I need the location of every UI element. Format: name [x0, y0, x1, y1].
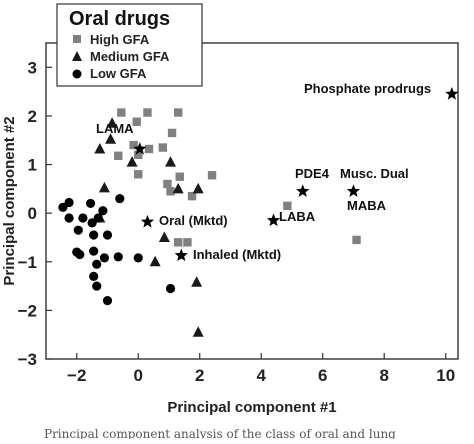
legend-label-high: High GFA	[90, 32, 150, 47]
medium-gfa-point	[192, 326, 204, 337]
low-gfa-point	[64, 213, 74, 223]
high-gfa-point	[134, 150, 143, 160]
y-tick-label: −1	[18, 253, 37, 272]
reference-star-point	[140, 214, 155, 228]
high-gfa-point	[187, 191, 197, 201]
y-axis-title: Principal component #2	[1, 116, 18, 285]
x-tick-label: 10	[436, 366, 455, 385]
y-tick-label: 0	[28, 204, 37, 223]
x-tick-label: 2	[195, 366, 204, 385]
annotation-oral-mktd: Oral (Mktd)	[159, 213, 228, 228]
x-tick-label: 6	[318, 366, 327, 385]
legend-square-marker	[73, 35, 81, 43]
high-gfa-point	[167, 128, 177, 138]
high-gfa-point	[175, 172, 184, 181]
high-gfa-point	[158, 143, 168, 152]
medium-gfa-point	[106, 117, 118, 128]
high-gfa-point	[143, 108, 152, 117]
low-gfa-point	[89, 230, 99, 240]
low-gfa-point	[58, 202, 68, 212]
medium-gfa-point	[126, 156, 138, 167]
low-gfa-point	[133, 253, 143, 263]
medium-gfa-point	[172, 182, 184, 194]
high-gfa-point	[144, 144, 154, 154]
y-tick-label: −2	[18, 301, 37, 320]
low-gfa-point	[102, 230, 113, 240]
medium-gfa-point	[192, 182, 204, 194]
legend-triangle-marker	[72, 51, 82, 61]
reference-star-point	[174, 248, 188, 262]
medium-gfa-point	[165, 156, 177, 167]
legend: Oral drugs High GFA Medium GFA Low GFA	[56, 3, 203, 87]
x-tick-label: 4	[256, 366, 266, 385]
low-gfa-point	[87, 218, 97, 228]
reference-star-point	[445, 87, 459, 100]
high-gfa-point	[117, 108, 126, 117]
high-gfa-point	[174, 108, 183, 117]
high-gfa-point	[114, 151, 123, 160]
plot-frame	[45, 42, 459, 360]
medium-gfa-point	[94, 142, 106, 154]
x-axis-title: Principal component #1	[167, 399, 336, 416]
high-gfa-point	[183, 238, 192, 247]
high-gfa-point	[207, 171, 217, 180]
legend-circle-marker	[72, 69, 82, 79]
medium-gfa-point	[149, 255, 161, 267]
annotation-laba: LABA	[279, 209, 316, 224]
x-tick-label: 8	[379, 366, 388, 385]
annotation-pde4: PDE4	[295, 166, 330, 181]
high-gfa-point	[129, 140, 138, 150]
y-tick-label: 1	[28, 156, 37, 175]
y-tick-label: −3	[18, 350, 37, 369]
reference-star-point	[346, 184, 361, 197]
high-gfa-point	[352, 235, 361, 245]
annotation-maba: MABA	[347, 198, 387, 213]
reference-star-point	[296, 184, 310, 197]
x-tick-label: 0	[134, 366, 143, 385]
legend-label-low: Low GFA	[90, 66, 147, 81]
y-tick-label: 3	[28, 58, 37, 77]
low-gfa-point	[73, 225, 83, 235]
x-tick-label: −2	[67, 366, 86, 385]
legend-label-medium: Medium GFA	[90, 49, 170, 64]
reference-star-point	[133, 141, 147, 155]
low-gfa-point	[89, 271, 99, 281]
low-gfa-point	[93, 213, 103, 223]
low-gfa-point	[78, 213, 88, 223]
high-gfa-point	[163, 179, 172, 189]
low-gfa-point	[98, 206, 108, 216]
low-gfa-point	[113, 252, 123, 262]
high-gfa-point	[134, 170, 143, 179]
annotation-lama: LAMA	[96, 121, 134, 136]
high-gfa-point	[283, 201, 292, 211]
annotation-inhaled-mktd: Inhaled (Mktd)	[193, 247, 281, 262]
figure-caption: Principal component analysis of the clas…	[44, 427, 396, 439]
low-gfa-point	[92, 259, 102, 269]
medium-gfa-point	[191, 276, 203, 287]
low-gfa-point	[92, 281, 102, 291]
legend-title: Oral drugs	[69, 8, 170, 30]
low-gfa-point	[165, 283, 176, 294]
low-gfa-point	[99, 253, 110, 263]
y-tick-label: 2	[28, 107, 37, 126]
low-gfa-point	[85, 198, 96, 209]
low-gfa-point	[102, 296, 113, 306]
high-gfa-point	[174, 238, 183, 247]
annotation-phosphate-prodrugs: Phosphate prodrugs	[304, 81, 431, 96]
high-gfa-point	[166, 187, 175, 196]
low-gfa-point	[75, 249, 85, 260]
medium-gfa-point	[98, 181, 110, 193]
annotation-musc-dual: Musc. Dual	[340, 166, 409, 181]
reference-star-point	[266, 213, 281, 227]
medium-gfa-point	[105, 133, 117, 144]
high-gfa-point	[132, 117, 141, 126]
low-gfa-point	[89, 246, 99, 256]
low-gfa-point	[115, 193, 125, 204]
medium-gfa-point	[158, 231, 170, 242]
low-gfa-point	[64, 197, 74, 208]
